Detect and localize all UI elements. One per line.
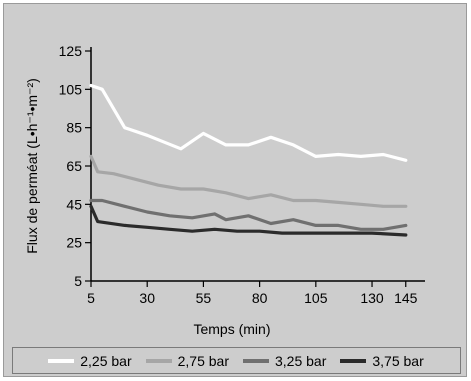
legend-item: 2,25 bar xyxy=(48,353,132,369)
series-line-2 xyxy=(89,154,408,208)
legend-item: 3,75 bar xyxy=(340,353,424,369)
chart-legend: 2,25 bar 2,75 bar 3,25 bar 3,75 bar xyxy=(4,349,468,373)
legend-swatch xyxy=(145,359,172,363)
chart-ticks: 5 25 45 65 85 105 125 5 30 55 80 105 130 145 xyxy=(59,43,418,306)
y-tick-label: 85 xyxy=(66,120,82,136)
y-tick-label: 65 xyxy=(66,158,82,174)
y-tick-label: 105 xyxy=(59,81,83,97)
legend-label: 3,75 bar xyxy=(372,353,424,369)
chart-series-lines xyxy=(89,83,408,237)
legend-item: 3,25 bar xyxy=(243,353,326,369)
legend-label: 3,25 bar xyxy=(275,353,327,369)
y-tick-label: 45 xyxy=(66,196,82,212)
x-tick-label: 105 xyxy=(304,290,328,306)
y-tick-label: 25 xyxy=(66,235,82,251)
legend-swatch xyxy=(243,359,269,363)
x-tick-label: 80 xyxy=(252,290,268,306)
x-tick-label: 55 xyxy=(196,290,212,306)
y-tick-label: 125 xyxy=(59,43,83,59)
x-axis-label: Temps (min) xyxy=(193,321,270,337)
legend-label: 2,25 bar xyxy=(80,353,132,369)
y-tick-label: 5 xyxy=(74,273,82,289)
chart-axes xyxy=(90,47,425,282)
x-tick-label: 145 xyxy=(394,290,418,306)
legend-item: 2,75 bar xyxy=(145,353,229,369)
x-tick-label: 5 xyxy=(87,290,95,306)
x-tick-label: 30 xyxy=(139,290,155,306)
legend-label: 2,75 bar xyxy=(177,353,229,369)
series-line-4 xyxy=(89,204,408,237)
series-line-1 xyxy=(89,83,408,162)
chart-frame: 5 25 45 65 85 105 125 5 30 55 80 105 130 145 Temps (m… xyxy=(3,3,467,377)
legend-swatch xyxy=(48,359,75,363)
chart-plot: 5 25 45 65 85 105 125 5 30 55 80 105 130 145 Temps (m… xyxy=(24,43,425,337)
legend-swatch xyxy=(340,359,367,363)
series-line-3 xyxy=(89,198,408,231)
x-tick-label: 130 xyxy=(360,290,384,306)
y-axis-label: Flux de perméat (L•h⁻¹•m⁻²) xyxy=(24,78,40,254)
